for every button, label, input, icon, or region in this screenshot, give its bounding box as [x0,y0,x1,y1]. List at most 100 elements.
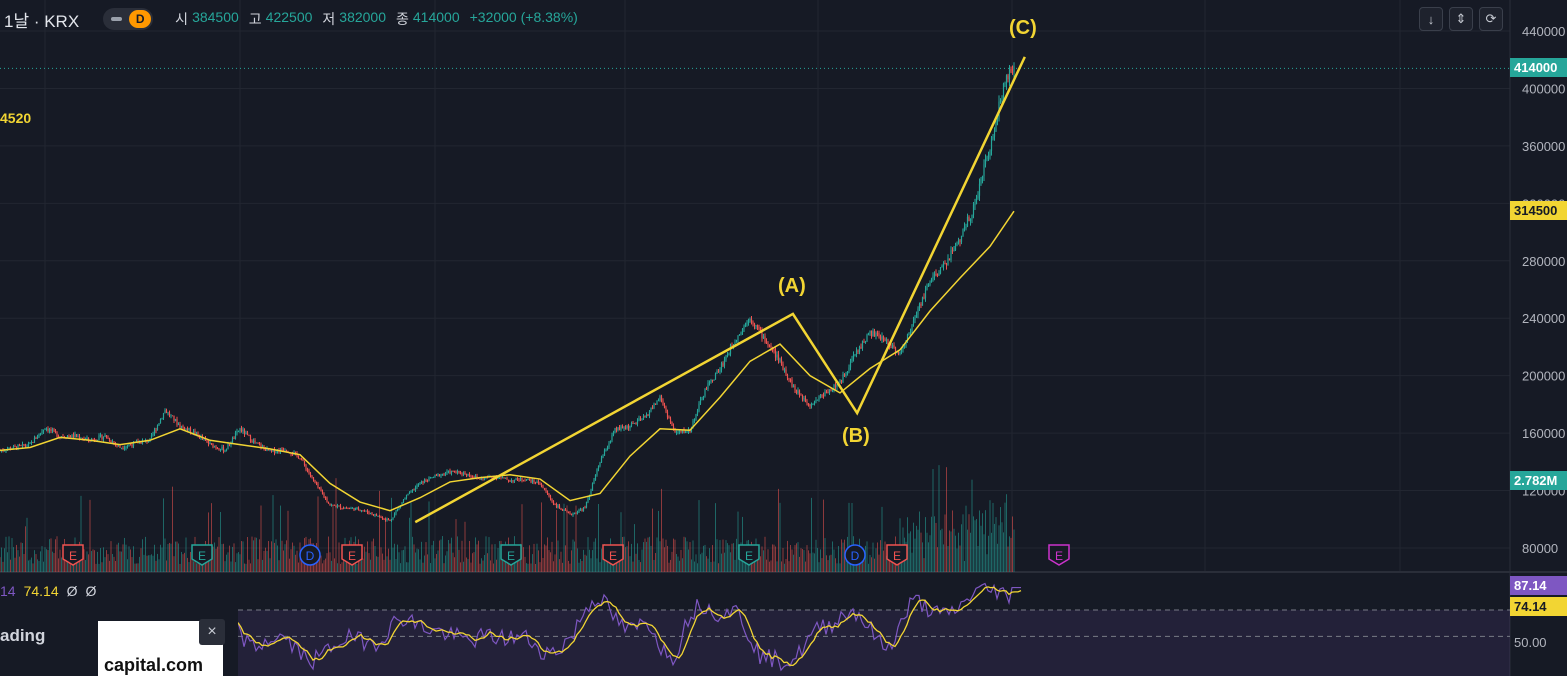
candle-body [41,431,43,433]
candle-body [735,340,738,343]
volume-bar [136,563,137,572]
volume-bar [376,556,377,572]
candle-body [672,425,675,430]
volume-bar [175,541,176,572]
volume-bar [391,497,392,572]
volume-bar [823,499,824,572]
candle-body [69,436,72,438]
candle-body [644,415,646,417]
candle-body [509,480,511,482]
candle-body [929,282,931,286]
volume-bar [292,542,293,572]
mode-button[interactable]: D [129,10,152,28]
volume-bar [667,545,668,572]
volume-bar [1004,502,1006,572]
candle-body [180,426,183,428]
volume-bar [250,563,251,572]
volume-bar [458,549,460,572]
candle-body [702,395,705,399]
volume-bar [979,510,980,572]
candle-body [210,443,213,445]
candle-body [749,319,751,321]
candle-body [582,507,585,511]
candle-body [459,471,462,474]
volume-bar [688,549,689,572]
candle-body [966,217,969,227]
volume-bar [470,562,472,572]
candle-body [357,507,360,510]
ad-image[interactable]: capital.com [98,621,223,676]
candle-body [981,176,984,179]
candle-body [510,480,513,482]
mode-toggle[interactable]: D [103,8,154,30]
volume-bar [772,544,773,572]
candle-body [176,419,178,425]
candle-body [822,395,825,397]
volume-bar [409,517,410,572]
refresh-icon[interactable]: ⟳ [1479,7,1503,31]
candle-body [299,458,301,460]
volume-bar [944,514,946,572]
candle-body [615,428,618,431]
volume-bar [760,556,761,572]
volume-bar [850,557,851,572]
candle-body [236,431,238,434]
candle-body [758,327,760,330]
candle-body [912,320,915,325]
volume-bar [179,563,181,572]
volume-bar [410,502,412,572]
volume-bar [550,552,551,572]
candle-body [318,487,321,489]
candle-body [251,441,253,443]
close-icon[interactable]: × [199,619,225,645]
volume-bar [887,559,889,572]
candle-body [597,466,600,470]
volume-bar [719,540,721,572]
candle-body [1001,99,1003,101]
volume-bar [824,538,826,572]
volume-bar [86,551,88,572]
candle-body [885,339,888,341]
volume-bar [758,549,760,572]
volume-bar [1003,532,1004,572]
candle-body [219,450,222,452]
rsi-ma-line [237,586,1022,667]
volume-bar [521,504,523,572]
volume-bar [584,554,586,572]
candle-body [834,384,837,387]
volume-bar [911,552,913,572]
volume-bar [163,498,164,572]
candle-body [716,371,718,374]
candle-body [431,477,433,479]
volume-bar [112,553,113,572]
candle-body [18,444,21,446]
minus-icon[interactable] [105,10,127,28]
volume-bar [173,556,175,572]
volume-bar [959,545,961,572]
candle-body [57,436,60,438]
volume-bar [0,557,1,572]
ad-banner[interactable]: ading capital.com × [0,606,238,676]
symbol-label[interactable]: 1날 · KRX [4,11,80,31]
candle-body [258,443,261,445]
volume-bar [229,545,230,572]
arrows-vertical-icon[interactable]: ⇕ [1449,7,1473,31]
candle-body [264,448,267,451]
candle-body [44,428,46,430]
candle-body [249,435,252,442]
volume-bar [380,547,382,572]
volume-bar [386,556,388,572]
volume-bar [868,563,869,572]
volume-bar [820,549,821,572]
candle-body [773,349,775,351]
arrow-down-icon[interactable]: ↓ [1419,7,1443,31]
candle-body [558,505,561,508]
candle-body [260,444,262,448]
volume-bar [449,543,451,572]
candle-body [50,429,52,431]
volume-bar [430,563,431,572]
candle-body [971,214,973,219]
volume-bar [845,551,847,572]
candle-body [68,435,70,437]
